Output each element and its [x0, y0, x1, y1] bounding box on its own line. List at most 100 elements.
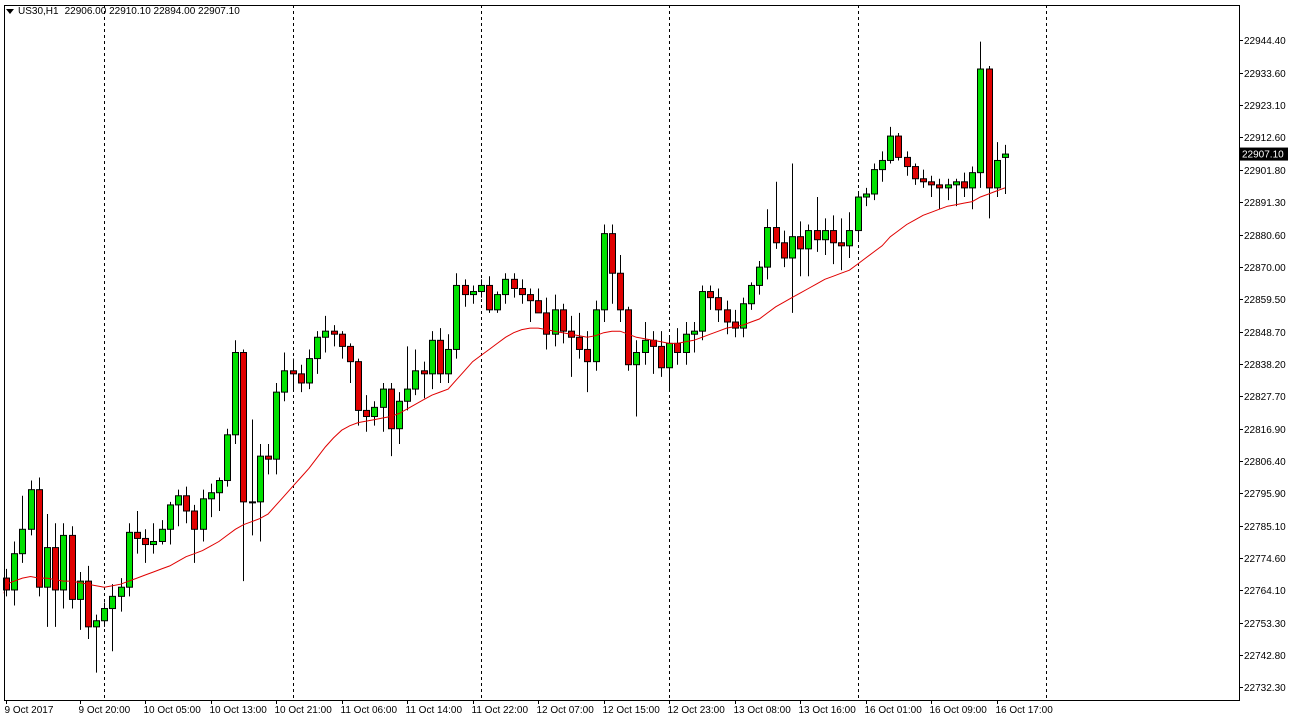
- candle: [535, 288, 542, 314]
- moving-average: [3, 187, 1006, 594]
- dropdown-triangle-icon[interactable]: [6, 8, 14, 14]
- bull-candle-body: [977, 68, 984, 174]
- candle: [109, 584, 116, 652]
- bull-candle-body: [404, 388, 411, 402]
- candle: [887, 126, 894, 164]
- bull-candle-body: [118, 586, 125, 597]
- candle: [437, 328, 444, 383]
- chart-frame: [4, 5, 1240, 701]
- bull-candle-body: [101, 608, 108, 622]
- bear-candle-body: [347, 345, 354, 363]
- bull-candle-body: [371, 406, 378, 418]
- bear-candle-body: [52, 547, 59, 591]
- bear-candle-body: [895, 135, 902, 158]
- bull-candle-body: [445, 348, 452, 375]
- candle: [683, 322, 690, 365]
- candle: [756, 261, 763, 295]
- price-tick-label: 22944.40: [1244, 36, 1286, 47]
- candle: [814, 197, 821, 252]
- candle: [290, 358, 297, 390]
- bear-candle-body: [658, 345, 665, 369]
- candle: [666, 337, 673, 390]
- candle: [208, 483, 215, 518]
- bear-candle-body: [511, 278, 518, 289]
- candle: [936, 178, 943, 210]
- candle: [855, 190, 862, 240]
- bull-candle-body: [887, 135, 894, 161]
- bull-candle-body: [396, 400, 403, 430]
- current-price-tag-label: 22907.10: [1242, 150, 1284, 161]
- bull-candle-body: [879, 159, 886, 171]
- candle: [994, 142, 1001, 198]
- bull-candle-body: [93, 620, 100, 628]
- candle: [478, 279, 485, 298]
- bear-candle-body: [625, 309, 632, 366]
- price-tick-label: 22764.10: [1244, 586, 1286, 597]
- candle: [28, 480, 35, 536]
- candle: [314, 331, 321, 374]
- bull-candle-body: [109, 595, 116, 610]
- plot-border: [4, 5, 1240, 701]
- bull-candle-body: [306, 358, 313, 384]
- candle: [724, 300, 731, 335]
- bear-candle-body: [724, 309, 731, 323]
- time-tick-label: 13 Oct 16:00: [799, 705, 857, 716]
- price-tick-label: 22933.60: [1244, 69, 1286, 80]
- candle: [380, 382, 387, 432]
- bear-candle-body: [183, 495, 190, 512]
- candle: [879, 151, 886, 182]
- time-tick-label: 13 Oct 08:00: [734, 705, 792, 716]
- candle: [273, 382, 280, 475]
- candle: [863, 187, 870, 207]
- candle: [1002, 144, 1009, 194]
- candle: [969, 166, 976, 210]
- candle: [339, 331, 346, 359]
- time-tick-label: 16 Oct 17:00: [996, 705, 1054, 716]
- bull-candle-body: [314, 336, 321, 360]
- candle: [159, 520, 166, 545]
- bull-candle-body: [945, 184, 952, 189]
- candle: [699, 285, 706, 341]
- candle: [977, 41, 984, 188]
- candle: [77, 571, 84, 630]
- bear-candle-body: [617, 272, 624, 311]
- candle: [298, 364, 305, 393]
- price-tick-label: 22806.40: [1244, 457, 1286, 468]
- time-axis[interactable]: 9 Oct 2017 9 Oct 20:00 10 Oct 05:00 10 Oct …: [5, 700, 1054, 716]
- bear-candle-body: [961, 181, 968, 189]
- price-tick-label: 22912.60: [1244, 133, 1286, 144]
- price-tick-label: 22732.30: [1244, 683, 1286, 694]
- candle: [527, 288, 534, 323]
- candle: [216, 477, 223, 512]
- candle: [805, 224, 812, 277]
- bull-candle-body: [666, 342, 673, 369]
- bull-candle-body: [756, 266, 763, 286]
- bull-candle-body: [281, 370, 288, 393]
- candle: [322, 315, 329, 353]
- candle: [412, 349, 419, 396]
- candle: [388, 382, 395, 457]
- bull-candle-body: [969, 172, 976, 189]
- bull-candle-body: [322, 330, 329, 338]
- candle: [953, 178, 960, 207]
- bear-candle-body: [584, 348, 591, 363]
- price-tick-label: 22891.30: [1244, 198, 1286, 209]
- bull-candle-body: [601, 233, 608, 311]
- bear-candle-body: [519, 287, 526, 296]
- candle: [44, 514, 51, 627]
- candle: [306, 349, 313, 390]
- bull-candle-body: [470, 291, 477, 296]
- candle: [519, 279, 526, 304]
- bull-candle-body: [208, 492, 215, 500]
- bull-candle-body: [273, 391, 280, 460]
- price-axis[interactable]: 22944.40 22933.60 22923.10 22912.60 22901.80…: [1239, 36, 1286, 694]
- bear-candle-body: [355, 361, 362, 411]
- bull-candle-body: [789, 236, 796, 259]
- time-tick-label: 11 Oct 14:00: [406, 705, 463, 716]
- candle: [36, 477, 43, 597]
- candle: [470, 285, 477, 304]
- candle: [945, 178, 952, 201]
- bear-candle-body: [732, 321, 739, 329]
